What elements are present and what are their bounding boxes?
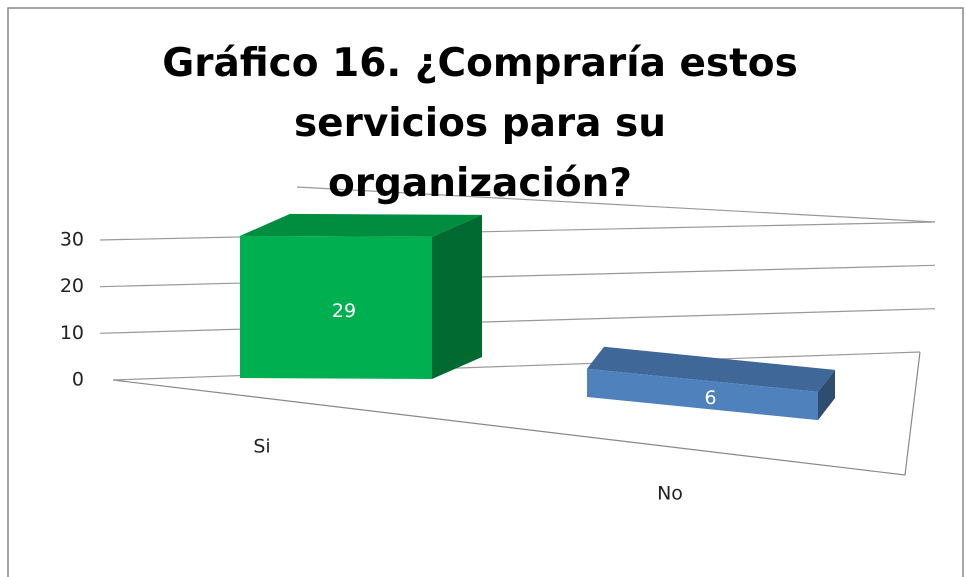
grid-line <box>99 308 936 334</box>
chart-frame <box>7 7 964 577</box>
y-tick-label: 20 <box>60 275 84 297</box>
bar-side <box>432 214 482 379</box>
y-tick-label: 30 <box>60 229 84 251</box>
y-tick-label: 0 <box>72 369 84 391</box>
value-label: 29 <box>332 300 356 322</box>
grid-line <box>99 264 936 288</box>
floor-edge <box>112 351 921 476</box>
wall-top <box>296 186 936 223</box>
bar-top <box>240 213 482 237</box>
bar <box>587 368 818 421</box>
bar-top <box>587 346 835 392</box>
y-tick-label: 10 <box>60 322 84 344</box>
chart-title: Gráfico 16. ¿Compraría estos servicios p… <box>162 41 798 206</box>
bar-side <box>818 369 835 421</box>
bar <box>240 235 432 379</box>
value-label: 6 <box>704 387 716 409</box>
grid-line <box>99 221 936 241</box>
x-tick-label: No <box>657 483 683 505</box>
x-tick-label: Si <box>253 436 270 458</box>
